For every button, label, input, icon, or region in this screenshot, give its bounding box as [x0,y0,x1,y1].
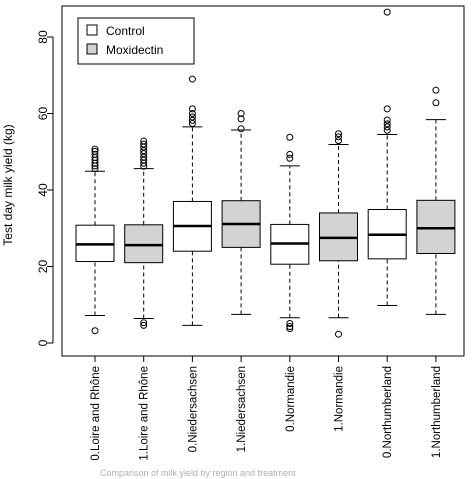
outlier-point [383,8,391,16]
axes: 0 20 40 60 80 [36,5,465,357]
x-tick-label: 0.Niedersachsen [187,366,199,452]
y-tick-label: 20 [36,260,50,274]
x-tick-label: 0.Loire and Rhône [90,366,102,461]
y-axis-label: Test day milk yield (kg) [1,124,15,245]
x-tick-label: 1.Niedersachsen [236,366,248,452]
box-1 [75,145,115,335]
outlier-point [188,116,196,124]
legend-label-moxidectin: Moxidectin [106,43,163,57]
outlier-point [188,75,196,83]
outlier-point [91,147,99,155]
x-tick-label: 0.Normandie [285,366,297,432]
plot-frame [61,5,465,357]
outlier-point [237,125,245,133]
outlier-point [335,130,342,138]
outlier-point [383,123,391,131]
outlier-point [140,140,148,148]
legend: Control Moxidectin [77,17,195,65]
outlier-point [140,319,148,327]
outlier-point [383,105,391,113]
outlier-point [286,133,294,141]
box-2 [124,137,164,329]
outlier-point [383,126,391,134]
outlier-point [335,133,342,141]
box-iqr [124,224,164,264]
outlier-point [140,147,148,155]
box-7 [367,8,407,307]
outlier-point [188,119,196,127]
y-tick-label: 80 [36,30,50,44]
box-iqr [416,199,456,254]
outlier-point [383,116,391,124]
boxes-layer [75,8,456,338]
outlier-point [286,319,294,327]
outlier-point [432,86,440,94]
outlier-point [91,145,99,153]
box-8 [416,86,456,315]
box-4 [221,110,261,315]
outlier-point [237,110,245,117]
outlier-point [237,115,245,123]
outlier-point [286,323,294,331]
box-6 [319,130,358,338]
x-tick-label: 1.Northumberland [431,366,443,458]
outlier-point [335,137,342,145]
legend-label-control: Control [106,24,145,38]
outlier-point [335,330,342,338]
outlier-point [286,324,294,332]
outlier-point [140,137,148,145]
outlier-point [140,321,148,329]
outlier-point [140,156,148,164]
outlier-point [188,110,196,117]
box-3 [172,75,212,326]
footer-caption: Comparison of milk yield by region and t… [100,468,296,478]
legend-swatch-control [86,24,98,36]
outlier-point [286,150,294,158]
box-5 [270,133,310,332]
outlier-point [140,150,148,158]
legend-swatch-moxidectin [86,43,98,55]
y-tick-label: 60 [36,107,50,121]
outlier-point [286,154,294,162]
outlier-point [91,327,99,335]
outlier-point [91,165,99,173]
x-tick-label: 1.Loire and Rhône [139,366,151,461]
y-tick-label: 40 [36,183,50,197]
outlier-point [188,105,196,113]
x-tick-label: 1.Normandie [334,366,346,432]
x-tick-label: 0.Northumberland [382,366,394,458]
y-tick-label: 0 [36,339,50,346]
outlier-point [432,99,440,107]
outlier-point [140,153,148,161]
outlier-point [188,113,196,121]
x-tick-labels: 0.Loire and Rhône 1.Loire and Rhône 0.Nied… [90,356,443,461]
outlier-point [383,120,391,128]
outlier-point [91,150,99,158]
